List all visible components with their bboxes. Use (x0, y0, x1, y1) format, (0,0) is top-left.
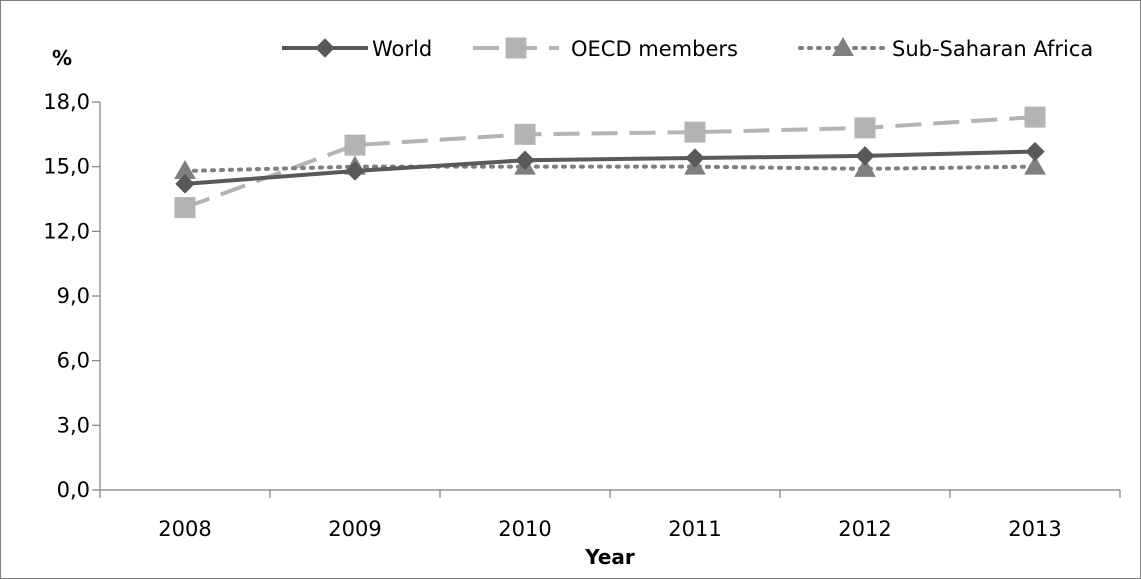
y-tick-label: 18,0 (43, 90, 90, 114)
x-tick-label: 2013 (1008, 517, 1061, 541)
data-point (1024, 106, 1046, 128)
data-point (515, 150, 535, 170)
y-axis-title: % (52, 46, 72, 70)
y-tick-label: 9,0 (57, 284, 90, 308)
data-point (855, 146, 875, 166)
x-tick-label: 2012 (838, 517, 891, 541)
x-axis-title: Year (584, 545, 635, 569)
legend-item: OECD members (473, 37, 738, 61)
data-point (175, 174, 195, 194)
legend-item: World (282, 37, 432, 61)
series-layer (174, 106, 1046, 219)
y-tick-label: 6,0 (57, 349, 90, 373)
series-line (184, 149, 1036, 186)
x-tick-label: 2010 (498, 517, 551, 541)
legend-marker (315, 38, 335, 58)
x-tick-label: 2008 (158, 517, 211, 541)
series-line (184, 115, 1036, 210)
legend-label: Sub-Saharan Africa (892, 37, 1093, 61)
legend: World OECD members Sub-Saharan Africa (282, 36, 1093, 61)
legend-marker (505, 37, 527, 59)
y-tick-label: 12,0 (43, 219, 90, 243)
y-tick-label: 3,0 (57, 413, 90, 437)
legend-label: World (372, 37, 432, 61)
legend-marker (832, 36, 854, 56)
data-point (1025, 141, 1045, 162)
x-tick-label: 2009 (328, 517, 381, 541)
data-point (1024, 155, 1046, 175)
data-point (345, 161, 365, 181)
data-point (684, 121, 706, 143)
data-point (854, 157, 876, 177)
series-world (175, 141, 1045, 194)
data-point (685, 148, 705, 168)
data-point (344, 134, 366, 156)
y-axis-ticks: 0,0 3,0 6,0 9,0 12,0 15,0 18,0 (43, 90, 100, 502)
legend-item: Sub-Saharan Africa (798, 36, 1093, 61)
series-line (183, 164, 1037, 173)
data-point (854, 117, 876, 139)
y-tick-label: 15,0 (43, 155, 90, 179)
x-tick-label: 2011 (668, 517, 721, 541)
data-point (174, 197, 196, 219)
series-oecd-members (174, 106, 1046, 219)
legend-label: OECD members (571, 37, 738, 61)
x-axis-ticks: 2008 2009 2010 2011 2012 2013 (99, 490, 1121, 541)
data-point (514, 123, 536, 145)
y-tick-label: 0,0 (57, 478, 90, 502)
